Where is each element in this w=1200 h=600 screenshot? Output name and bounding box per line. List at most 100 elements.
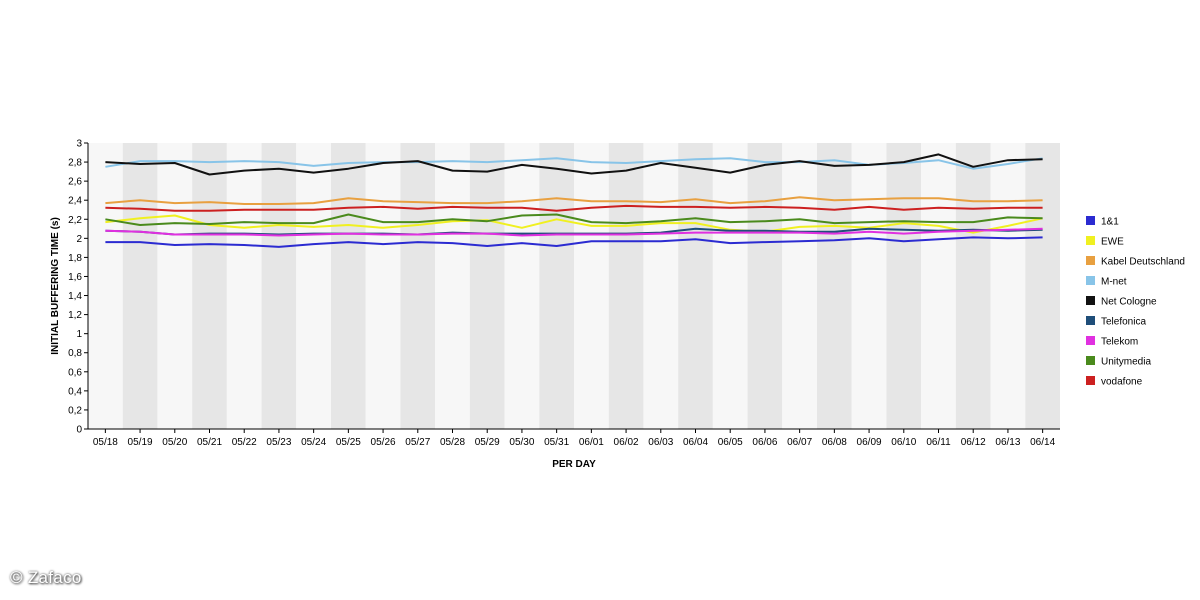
x-tick-label: 06/06	[752, 437, 777, 448]
x-tick-label: 06/07	[787, 437, 812, 448]
x-tick-label: 06/11	[926, 437, 951, 448]
legend-swatch	[1086, 256, 1095, 265]
x-tick-label: 06/12	[961, 437, 986, 448]
y-tick-label: 1	[76, 329, 82, 340]
grid-band	[400, 143, 436, 429]
grid-band	[504, 143, 540, 429]
y-tick-label: 1,6	[68, 272, 82, 283]
grid-band	[261, 143, 297, 429]
x-tick-label: 05/27	[405, 437, 430, 448]
grid-band	[331, 143, 366, 429]
grid-band	[574, 143, 609, 429]
grid-band	[921, 143, 956, 429]
grid-band	[226, 143, 262, 429]
x-tick-label: 05/24	[301, 437, 326, 448]
y-tick-label: 2,2	[68, 215, 82, 226]
y-tick-label: 2,8	[68, 158, 82, 169]
x-axis-title: PER DAY	[552, 459, 596, 470]
x-tick-label: 05/18	[93, 437, 118, 448]
legend-label: M-net	[1101, 277, 1127, 288]
legend-swatch	[1086, 376, 1095, 385]
grid-band	[365, 143, 401, 429]
grid-band	[192, 143, 227, 429]
x-tick-label: 06/14	[1030, 437, 1055, 448]
grid-band	[678, 143, 713, 429]
x-tick-label: 05/21	[197, 437, 222, 448]
legend-swatch	[1086, 296, 1095, 305]
y-tick-label: 1,2	[68, 310, 82, 321]
grid-band	[817, 143, 852, 429]
grid-band	[608, 143, 644, 429]
grid-band	[712, 143, 748, 429]
legend-swatch	[1086, 336, 1095, 345]
series-line	[105, 196, 1043, 205]
grid-band	[782, 143, 817, 429]
y-axis-title: INITIAL BUFFERING TIME (s)	[50, 217, 61, 355]
grid-band	[886, 143, 922, 429]
legend-label: vodafone	[1101, 377, 1143, 388]
legend-label: Telefonica	[1101, 317, 1146, 328]
y-tick-label: 3	[76, 139, 82, 150]
y-tick-label: 1,4	[68, 291, 82, 302]
x-tick-label: 05/19	[128, 437, 153, 448]
legend-swatch	[1086, 276, 1095, 285]
watermark: © Zafaco	[10, 568, 82, 587]
legend-swatch	[1086, 236, 1095, 245]
y-tick-label: 2	[76, 234, 82, 245]
x-tick-label: 06/01	[579, 437, 604, 448]
y-tick-label: 2,6	[68, 177, 82, 188]
x-tick-label: 06/02	[614, 437, 639, 448]
axes	[87, 143, 1060, 430]
x-tick-label: 05/29	[475, 437, 500, 448]
grid-band	[955, 143, 991, 429]
x-tick-label: 05/20	[162, 437, 187, 448]
y-tick-label: 0,6	[68, 367, 82, 378]
x-tick-label: 06/04	[683, 437, 708, 448]
legend-label: 1&1	[1101, 217, 1119, 228]
series-line	[105, 213, 1043, 226]
legend: 1&1 EWE Kabel Deutschland M-net Net Cologne T…	[1086, 216, 1185, 388]
grid-band	[122, 143, 158, 429]
grid-bands	[88, 143, 1060, 429]
grid-band	[990, 143, 1026, 429]
y-tick-label: 2,4	[68, 196, 82, 207]
legend-label: Kabel Deutschland	[1101, 257, 1185, 268]
x-tick-label: 05/28	[440, 437, 465, 448]
x-axis-ticks: 05/18 05/19 05/20 05/21 05/22 05/23 05/24 05/25…	[93, 429, 1056, 448]
series-line	[105, 214, 1043, 234]
grid-band	[539, 143, 574, 429]
y-tick-label: 0,4	[68, 386, 82, 397]
grid-band	[435, 143, 470, 429]
x-tick-label: 05/31	[544, 437, 569, 448]
legend-label: EWE	[1101, 237, 1124, 248]
x-tick-label: 05/23	[266, 437, 291, 448]
grid-band	[643, 143, 679, 429]
legend-label: Net Cologne	[1101, 297, 1157, 308]
legend-label: Telekom	[1101, 337, 1138, 348]
grid-band	[747, 143, 783, 429]
y-axis-ticks: 0 0,2 0,4 0,6 0,8 1 1,2 1,4 1,6 1,8 2 2,2 2,4 2,6 2,8 3	[68, 139, 88, 436]
x-tick-label: 06/13	[995, 437, 1020, 448]
legend-swatch	[1086, 216, 1095, 225]
grid-band	[469, 143, 505, 429]
x-tick-label: 06/03	[648, 437, 673, 448]
y-tick-label: 0	[76, 425, 82, 436]
x-tick-label: 06/05	[718, 437, 743, 448]
x-tick-label: 05/22	[232, 437, 257, 448]
x-tick-label: 05/25	[336, 437, 361, 448]
series-line	[105, 204, 1043, 212]
grid-band	[296, 143, 331, 429]
grid-band	[1025, 143, 1060, 429]
x-tick-label: 06/08	[822, 437, 847, 448]
series-lines	[105, 153, 1043, 248]
x-tick-label: 05/26	[371, 437, 396, 448]
y-tick-label: 0,2	[68, 405, 82, 416]
grid-band	[88, 143, 123, 429]
x-tick-label: 06/09	[857, 437, 882, 448]
y-tick-label: 0,8	[68, 348, 82, 359]
legend-swatch	[1086, 316, 1095, 325]
x-tick-label: 06/10	[891, 437, 916, 448]
series-line	[105, 227, 1043, 237]
legend-label: Unitymedia	[1101, 357, 1151, 368]
